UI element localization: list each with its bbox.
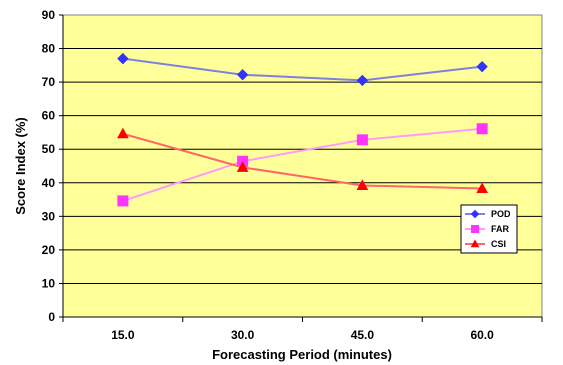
data-point-pod (236, 69, 249, 81)
series-line-far (122, 127, 483, 202)
y-tick-label: 30 (42, 209, 56, 223)
data-point-far (117, 195, 129, 207)
series (117, 52, 488, 207)
legend-label-far: FAR (491, 224, 510, 234)
x-tick-labels: 15.0 30.0 45.0 60.0 (111, 328, 494, 342)
series-line-pod (122, 57, 483, 82)
data-point-pod (356, 74, 369, 87)
data-point-far (356, 134, 368, 146)
x-tick-label: 30.0 (231, 328, 255, 342)
y-tick-label: 10 (42, 276, 56, 290)
data-point-pod (476, 60, 488, 73)
data-point-csi (117, 127, 129, 139)
plot-area (62, 14, 543, 318)
y-tick-labels: 0 10 20 30 40 50 60 70 80 90 (42, 8, 56, 324)
y-tick-label: 80 (42, 42, 56, 56)
y-tick-label: 70 (42, 75, 56, 89)
legend-marker-pod (470, 209, 480, 219)
y-tick-label: 40 (42, 176, 56, 190)
y-tick-label: 0 (48, 310, 55, 324)
legend-marker-csi (470, 239, 480, 248)
series-far (117, 123, 488, 207)
data-point-csi (356, 179, 369, 190)
y-tick-label: 20 (42, 243, 56, 257)
data-point-far (476, 123, 488, 135)
data-point-csi (476, 182, 488, 193)
y-tick-label: 50 (42, 142, 56, 156)
data-point-csi (236, 161, 249, 172)
y-axis-title: Score Index (%) (13, 117, 28, 215)
data-point-pod (117, 52, 129, 65)
series-line-csi (122, 132, 483, 190)
x-tick-label: 60.0 (470, 328, 494, 342)
legend: POD FAR CSI (460, 204, 518, 254)
x-tick-label: 15.0 (111, 328, 135, 342)
axes (59, 14, 543, 322)
y-tick-label: 60 (42, 109, 56, 123)
legend-label-csi: CSI (491, 239, 506, 249)
y-tick-label: 90 (42, 8, 56, 22)
x-tick-label: 45.0 (351, 328, 375, 342)
x-axis-title: Forecasting Period (minutes) (212, 347, 392, 362)
series-pod (117, 52, 488, 87)
legend-marker-far (471, 225, 479, 233)
series-csi (117, 127, 488, 193)
legend-label-pod: POD (491, 209, 511, 219)
